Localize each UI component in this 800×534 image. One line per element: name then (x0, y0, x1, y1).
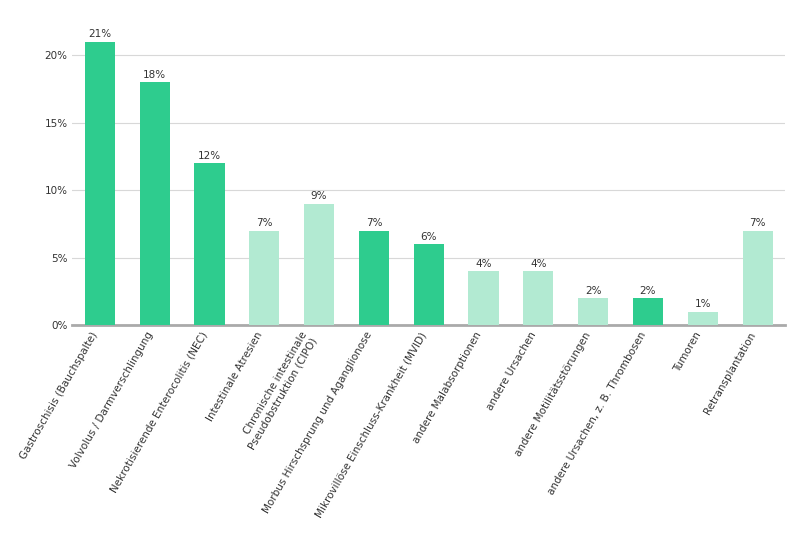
Text: 12%: 12% (198, 151, 221, 161)
Text: 4%: 4% (530, 259, 546, 269)
Bar (578, 299, 608, 325)
Bar (359, 231, 389, 325)
Bar (139, 82, 170, 325)
Bar (469, 271, 498, 325)
Text: 21%: 21% (88, 29, 111, 40)
Text: 18%: 18% (143, 70, 166, 80)
Text: 2%: 2% (640, 286, 656, 296)
Bar (85, 42, 115, 325)
Bar (304, 204, 334, 325)
Text: 7%: 7% (750, 218, 766, 228)
Text: 9%: 9% (311, 191, 327, 201)
Text: 7%: 7% (366, 218, 382, 228)
Bar (633, 299, 663, 325)
Bar (250, 231, 279, 325)
Text: 7%: 7% (256, 218, 273, 228)
Bar (414, 245, 444, 325)
Text: 6%: 6% (421, 232, 437, 242)
Text: 2%: 2% (585, 286, 602, 296)
Bar (742, 231, 773, 325)
Bar (523, 271, 554, 325)
Text: 4%: 4% (475, 259, 492, 269)
Bar (688, 312, 718, 325)
Bar (194, 163, 225, 325)
Text: 1%: 1% (694, 299, 711, 309)
